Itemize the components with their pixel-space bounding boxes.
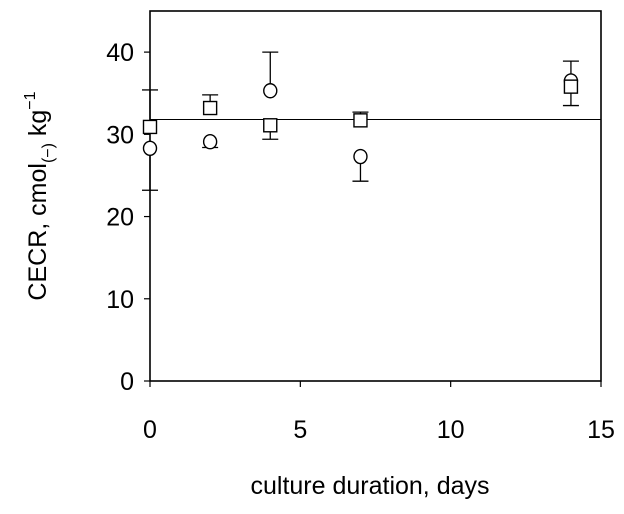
series-square [142, 79, 579, 140]
y-axis-title-main: CECR, cmol [24, 163, 52, 301]
data-point-square [353, 113, 368, 128]
data-point-circle [142, 140, 158, 157]
x-tick-label: 0 [143, 416, 157, 444]
y-tick-label: 40 [106, 39, 134, 67]
y-axis-title-subscript: (−) [40, 143, 57, 163]
data-point-circle [353, 148, 368, 165]
y-axis-title: CECR, cmol(−) kg−1 [22, 91, 57, 300]
x-tick-label: 10 [437, 416, 465, 444]
y-axis-title-unit: kg [24, 110, 52, 143]
data-point-square [263, 118, 278, 133]
y-tick-label: 10 [106, 286, 134, 314]
y-tick-label: 0 [120, 368, 134, 396]
data-point-square [202, 100, 218, 116]
x-axis-title: culture duration, days [250, 472, 489, 500]
y-axis-title-exponent: −1 [22, 91, 39, 109]
y-axis-ticks: 0 10 20 30 40 [106, 39, 150, 396]
y-tick-label: 30 [106, 121, 134, 149]
plot-frame [149, 10, 602, 382]
data-marks [142, 51, 579, 191]
data-point-circle [263, 83, 278, 99]
x-tick-label: 15 [587, 416, 615, 444]
data-point-square [563, 79, 579, 94]
data-point-square [142, 119, 158, 135]
y-tick-label: 20 [106, 204, 134, 232]
x-axis-ticks: 0 5 10 15 [143, 381, 615, 444]
series-circle [142, 51, 579, 191]
data-point-circle [202, 134, 218, 150]
x-tick-label: 5 [293, 416, 307, 444]
